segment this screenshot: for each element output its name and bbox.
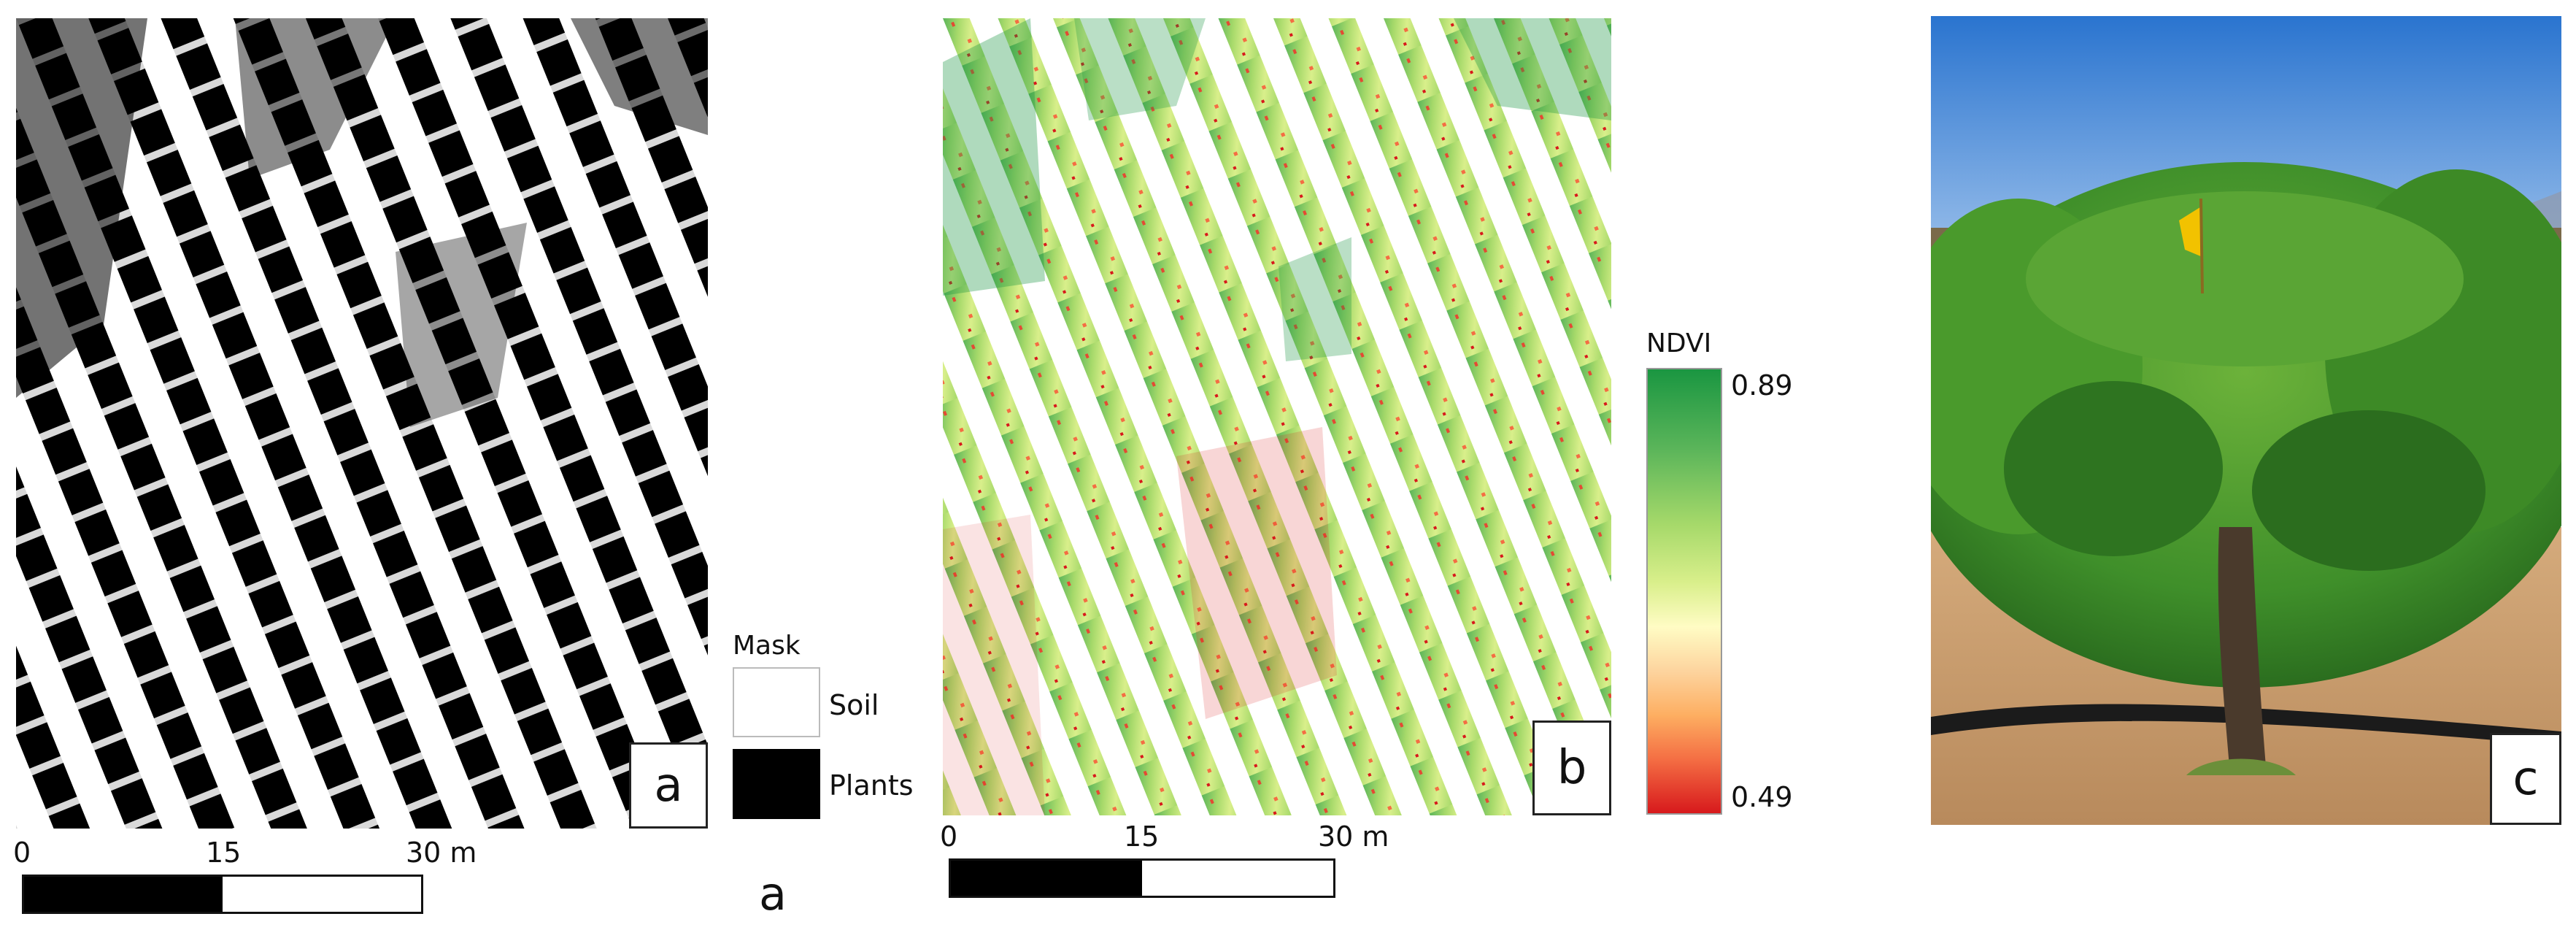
mask-legend-title: Mask (733, 631, 801, 661)
scale-bar-a (22, 875, 423, 914)
scale-bar-a-dark-segment (24, 877, 223, 912)
panel-c-vine-photo (1931, 16, 2561, 825)
panel-a-letter: a (629, 742, 708, 829)
vine-photo-graphic (1931, 16, 2561, 825)
panel-a-letter-text: a (654, 758, 683, 812)
scale-b-tick-15: 15 (1124, 821, 1160, 853)
ndvi-legend-max: 0.89 (1731, 369, 1793, 401)
scale-a-tick-0: 0 (13, 837, 31, 869)
scale-b-tick-30: 30 m (1318, 821, 1389, 853)
scale-b-tick-0: 0 (940, 821, 958, 853)
panel-b-letter: b (1532, 720, 1611, 815)
mask-legend-soil-swatch (733, 667, 820, 737)
scale-a-tick-30: 30 m (406, 837, 477, 869)
ndvi-legend-title: NDVI (1646, 328, 1712, 358)
panel-b-letter-text: b (1557, 741, 1587, 795)
panel-a-mask-image (16, 18, 708, 829)
scale-a-tick-15: 15 (206, 837, 242, 869)
scale-bar-b-light-segment (1142, 861, 1333, 896)
scale-bar-b (949, 858, 1335, 898)
panel-c-letter-text: c (2513, 752, 2539, 806)
scale-bar-b-dark-segment (951, 861, 1142, 896)
ndvi-color-ramp (1646, 368, 1722, 815)
mask-legend-soil-label: Soil (829, 689, 879, 721)
scale-bar-a-light-segment (223, 877, 421, 912)
caption-letter: a (759, 867, 787, 921)
mask-legend-plants-swatch (733, 749, 820, 819)
mask-rows-graphic (16, 18, 708, 829)
ndvi-rows-graphic (943, 18, 1611, 815)
panel-c-letter: c (2490, 733, 2561, 825)
mask-legend-plants-label: Plants (829, 769, 914, 802)
ndvi-legend-min: 0.49 (1731, 781, 1793, 813)
panel-b-ndvi-image (943, 18, 1611, 815)
